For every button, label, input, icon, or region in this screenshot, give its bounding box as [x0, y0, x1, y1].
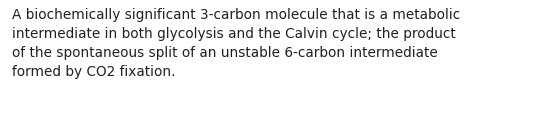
Text: A biochemically significant 3-carbon molecule that is a metabolic
intermediate i: A biochemically significant 3-carbon mol…	[12, 8, 460, 79]
